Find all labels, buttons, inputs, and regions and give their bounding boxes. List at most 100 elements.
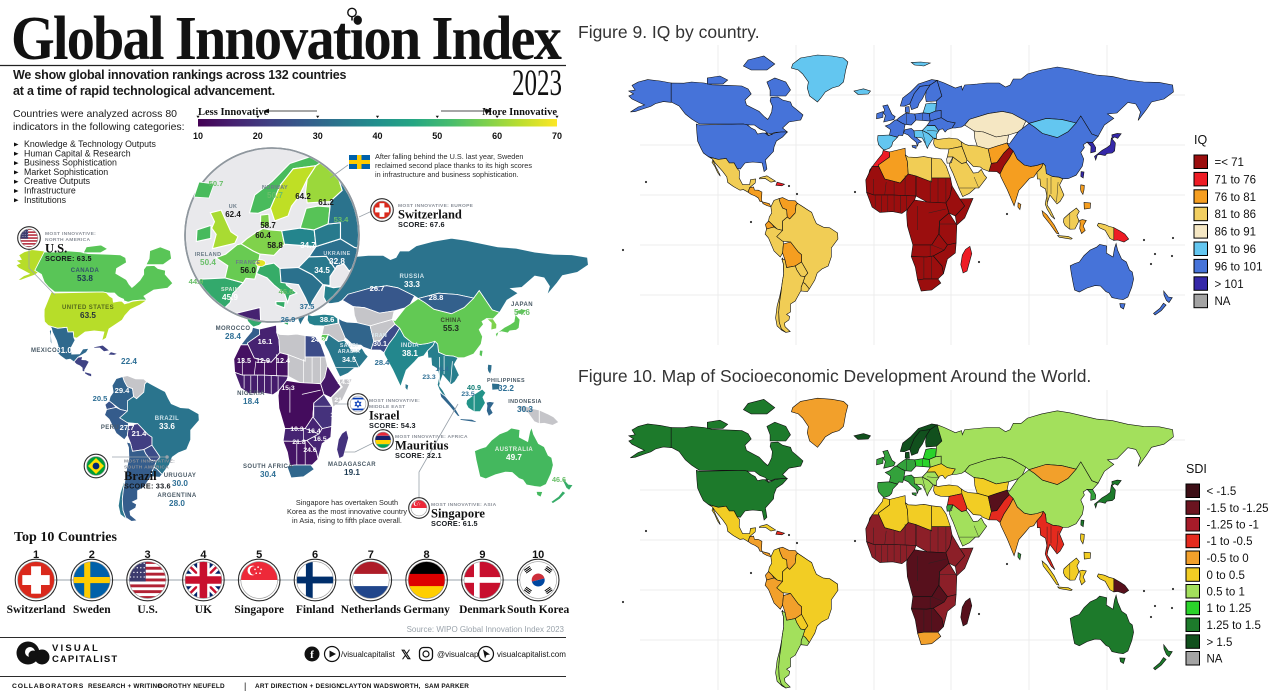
- svg-text:ART DIRECTION + DESIGN: ART DIRECTION + DESIGN: [255, 683, 341, 690]
- svg-text:Global Innovation Index: Global Innovation Index: [11, 5, 562, 73]
- svg-text:VISUAL: VISUAL: [52, 643, 100, 654]
- svg-text:Brazil: Brazil: [124, 469, 157, 483]
- svg-text:FRANCE: FRANCE: [236, 260, 261, 266]
- svg-text:UNITED STATES: UNITED STATES: [62, 305, 114, 311]
- svg-text:86 to 91: 86 to 91: [1215, 227, 1257, 239]
- svg-text:28.8: 28.8: [429, 293, 444, 302]
- svg-text:44.9: 44.9: [189, 277, 204, 286]
- svg-text:=< 71: =< 71: [1215, 157, 1244, 169]
- svg-text:SCORE: 61.5: SCORE: 61.5: [431, 519, 478, 528]
- svg-text:16.1: 16.1: [258, 337, 274, 346]
- svg-text:30.3: 30.3: [517, 405, 533, 414]
- svg-text:Switzerland: Switzerland: [398, 208, 462, 222]
- svg-text:IRAN: IRAN: [373, 333, 387, 339]
- svg-text:53.4: 53.4: [334, 215, 350, 224]
- svg-text:NA: NA: [1207, 654, 1223, 666]
- svg-text:24.2: 24.2: [311, 335, 325, 344]
- svg-text:reclaimed second place thanks: reclaimed second place thanks to its hig…: [375, 161, 532, 170]
- svg-text:SCORE: 63.5: SCORE: 63.5: [45, 254, 92, 263]
- svg-text:50.7: 50.7: [267, 191, 283, 200]
- svg-text:Mauritius: Mauritius: [395, 439, 449, 453]
- svg-text:INDONESIA: INDONESIA: [508, 399, 542, 405]
- svg-text:28.4: 28.4: [225, 332, 241, 341]
- svg-text:SCORE: 33.6: SCORE: 33.6: [124, 482, 171, 491]
- svg-text:After falling behind the U.S.: After falling behind the U.S. last year,…: [375, 152, 523, 161]
- svg-text:53.8: 53.8: [77, 274, 93, 283]
- svg-text:SOUTH AMERICA: SOUTH AMERICA: [124, 465, 169, 471]
- svg-text:MIDDLE EAST: MIDDLE EAST: [369, 404, 405, 410]
- svg-text:60: 60: [492, 131, 502, 141]
- svg-text:-1.25 to -1: -1.25 to -1: [1207, 520, 1259, 532]
- svg-text:9: 9: [479, 549, 485, 561]
- svg-text:ARABIA: ARABIA: [338, 349, 361, 355]
- svg-text:PHILIPPINES: PHILIPPINES: [487, 378, 525, 384]
- svg-text:Singapore has overtaken South: Singapore has overtaken South: [296, 498, 398, 507]
- svg-text:58.7: 58.7: [260, 221, 276, 230]
- svg-text:23.3: 23.3: [422, 374, 435, 381]
- svg-text:RESEARCH + WRITING: RESEARCH + WRITING: [88, 683, 162, 690]
- svg-text:Israel: Israel: [369, 409, 400, 423]
- svg-text:45.9: 45.9: [222, 293, 238, 302]
- svg-text:0 to 0.5: 0 to 0.5: [1207, 570, 1245, 582]
- svg-text:indicators in the following ca: indicators in the following categories:: [13, 121, 185, 133]
- svg-text:Countries were analyzed across: Countries were analyzed across 80: [13, 108, 177, 120]
- svg-text:16.4: 16.4: [307, 428, 320, 435]
- svg-text:61.2: 61.2: [318, 198, 334, 207]
- svg-text:31.0: 31.0: [56, 346, 72, 355]
- svg-text:10.3: 10.3: [290, 426, 303, 433]
- svg-text:MOST INNOVATIVE: AFRICA: MOST INNOVATIVE: AFRICA: [395, 434, 468, 440]
- svg-text:MOST INNOVATIVE:: MOST INNOVATIVE:: [124, 459, 175, 465]
- svg-text:SPAIN: SPAIN: [221, 287, 239, 293]
- svg-text:AUSTRALIA: AUSTRALIA: [495, 447, 534, 453]
- svg-text:/visualcapitalist: /visualcapitalist: [341, 650, 396, 659]
- svg-text:14.3: 14.3: [337, 379, 350, 386]
- svg-text:Institutions: Institutions: [24, 195, 67, 205]
- svg-text:MADAGASCAR: MADAGASCAR: [328, 462, 376, 468]
- svg-text:12.9: 12.9: [256, 356, 270, 365]
- svg-text:MOST INNOVATIVE: EUROPE: MOST INNOVATIVE: EUROPE: [398, 203, 474, 209]
- svg-text:22.4: 22.4: [121, 357, 137, 366]
- svg-text:CHINA: CHINA: [441, 318, 462, 324]
- svg-text:12.4: 12.4: [276, 356, 290, 365]
- svg-text:Germany: Germany: [403, 604, 450, 616]
- svg-text:8: 8: [424, 549, 430, 561]
- svg-text:63.5: 63.5: [80, 311, 96, 320]
- svg-text:40: 40: [372, 131, 382, 141]
- svg-text:INDIA: INDIA: [401, 343, 420, 349]
- svg-text:URUGUAY: URUGUAY: [164, 473, 197, 479]
- svg-text:50.4: 50.4: [200, 258, 216, 267]
- svg-text:NIGERIA: NIGERIA: [237, 391, 265, 397]
- svg-text:Source: WIPO Global Innovation: Source: WIPO Global Innovation Index 202…: [407, 625, 565, 634]
- svg-text:4: 4: [200, 549, 207, 561]
- svg-text:2: 2: [89, 549, 95, 561]
- svg-text:IRELAND: IRELAND: [195, 252, 222, 258]
- svg-text:Infrastructure: Infrastructure: [24, 186, 76, 196]
- svg-text:-0.5 to 0: -0.5 to 0: [1207, 553, 1249, 565]
- svg-text:We show global innovation rank: We show global innovation rankings acros…: [13, 68, 347, 82]
- svg-text:15.3: 15.3: [281, 385, 294, 392]
- svg-text:CANADA: CANADA: [71, 268, 100, 274]
- svg-text:21.2: 21.2: [334, 397, 347, 404]
- svg-text:62.4: 62.4: [225, 210, 241, 219]
- svg-text:21.8: 21.8: [292, 439, 305, 446]
- svg-text:37.5: 37.5: [300, 302, 316, 311]
- svg-text:81 to 86: 81 to 86: [1215, 209, 1257, 221]
- svg-text:Singapore: Singapore: [234, 604, 284, 616]
- svg-text:28.4: 28.4: [375, 358, 391, 367]
- svg-text:30.0: 30.0: [172, 479, 188, 488]
- svg-text:Knowledge & Technology Outputs: Knowledge & Technology Outputs: [24, 139, 156, 149]
- svg-text:0.5 to 1: 0.5 to 1: [1207, 587, 1245, 599]
- svg-text:Singapore: Singapore: [431, 507, 485, 521]
- svg-text:IQ: IQ: [1194, 133, 1207, 147]
- svg-text:Human Capital & Research: Human Capital & Research: [24, 148, 131, 158]
- svg-text:Top 10 Countries: Top 10 Countries: [14, 530, 118, 545]
- svg-text:in Asia, rising to fifth place: in Asia, rising to fifth place overall.: [292, 516, 402, 525]
- svg-text:PERU: PERU: [101, 425, 119, 431]
- svg-text:32.8: 32.8: [329, 257, 345, 266]
- svg-text:DOROTHY NEUFELD: DOROTHY NEUFELD: [158, 683, 225, 690]
- svg-text:U.S.: U.S.: [137, 604, 158, 616]
- svg-text:> 1.5: > 1.5: [1207, 637, 1233, 649]
- svg-text:NORWAY: NORWAY: [262, 185, 288, 191]
- svg-text:at a time of rapid technologic: at a time of rapid technological advance…: [13, 84, 275, 98]
- svg-text:34.5: 34.5: [342, 355, 356, 364]
